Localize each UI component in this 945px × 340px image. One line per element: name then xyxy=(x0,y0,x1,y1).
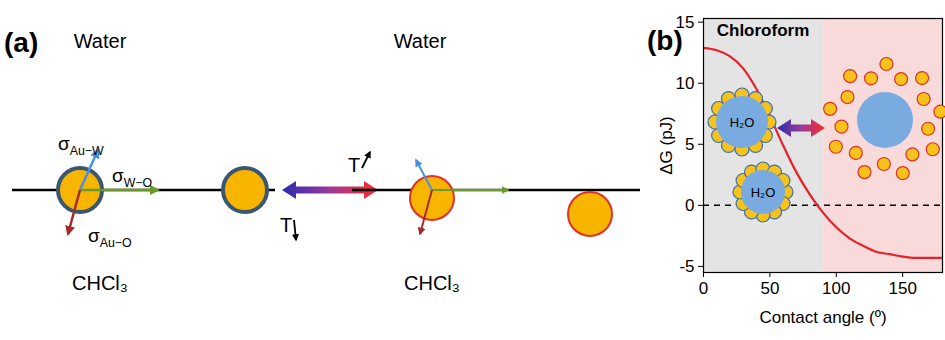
svg-text:CHCl₃: CHCl₃ xyxy=(404,272,460,294)
svg-text:σAu−O: σAu−O xyxy=(88,225,132,250)
svg-text:5: 5 xyxy=(685,135,694,154)
svg-text:(b): (b) xyxy=(647,25,683,56)
svg-text:ΔG (pJ): ΔG (pJ) xyxy=(657,116,676,175)
svg-text:σW−O: σW−O xyxy=(112,165,153,190)
svg-text:CHCl₃: CHCl₃ xyxy=(72,272,128,294)
svg-text:Water: Water xyxy=(74,30,127,52)
svg-text:10: 10 xyxy=(676,74,695,93)
svg-text:15: 15 xyxy=(675,12,695,32)
svg-text:150: 150 xyxy=(888,279,916,298)
svg-text:(a): (a) xyxy=(4,27,38,58)
svg-text:Contact angle (º): Contact angle (º) xyxy=(759,308,886,327)
svg-text:T: T xyxy=(348,154,360,176)
svg-text:100: 100 xyxy=(822,279,850,298)
svg-text:Chloroform: Chloroform xyxy=(717,21,810,40)
svg-text:H₂O: H₂O xyxy=(751,185,776,200)
svg-text:0: 0 xyxy=(699,279,708,298)
svg-text:Water: Water xyxy=(394,30,447,52)
svg-text:50: 50 xyxy=(760,279,779,298)
svg-text:0: 0 xyxy=(685,196,694,215)
svg-text:H₂O: H₂O xyxy=(730,115,755,130)
svg-text:σAu−W: σAu−W xyxy=(58,133,104,158)
svg-text:T: T xyxy=(280,214,292,236)
svg-text:-5: -5 xyxy=(679,257,694,276)
